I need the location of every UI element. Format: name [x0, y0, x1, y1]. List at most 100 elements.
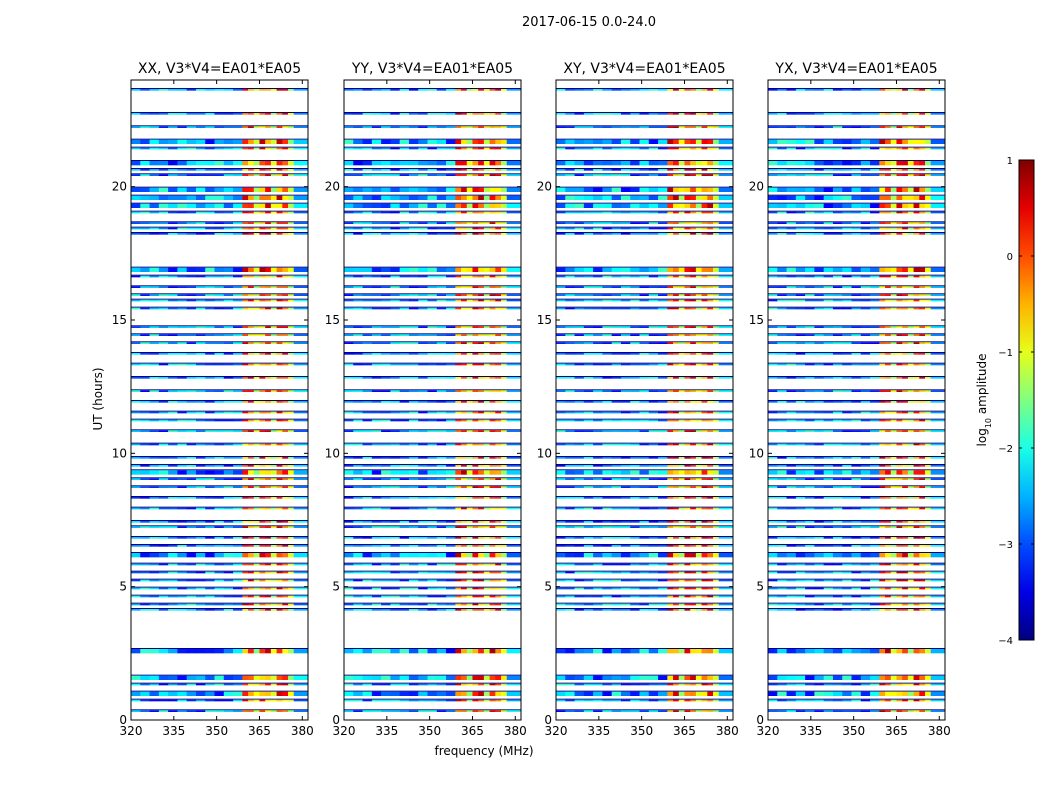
heatmap-cell	[565, 307, 576, 310]
heatmap-cell	[667, 470, 674, 475]
heatmap-cell	[495, 211, 502, 214]
heatmap-cell	[673, 710, 680, 712]
heatmap-cell	[842, 227, 853, 230]
heatmap-cell	[293, 478, 308, 480]
heatmap-cell	[168, 486, 178, 488]
heatmap-cell	[140, 553, 151, 558]
heatmap-cell	[259, 537, 266, 539]
heatmap-cell	[168, 299, 178, 302]
heatmap-cell	[919, 113, 926, 115]
heatmap-cell	[205, 691, 216, 696]
heatmap-cell	[270, 169, 278, 171]
heatmap-cell	[667, 326, 674, 328]
heatmap-cell	[399, 169, 410, 171]
heatmap-cell	[574, 683, 585, 686]
heatmap-cell	[630, 497, 641, 499]
heatmap-cell	[667, 497, 674, 499]
heatmap-cell	[707, 222, 714, 224]
heatmap-cell	[344, 187, 354, 192]
heatmap-cell	[418, 521, 429, 523]
heatmap-cell	[684, 169, 691, 171]
heatmap-cell	[242, 443, 249, 446]
heatmap-cell	[478, 537, 485, 539]
heatmap-cell	[506, 545, 521, 547]
heatmap-cell	[248, 169, 255, 171]
heatmap-cell	[913, 363, 920, 366]
heatmap-cell	[583, 187, 594, 192]
heatmap-cell	[472, 353, 479, 355]
heatmap-cell	[885, 227, 892, 230]
heatmap-cell	[223, 443, 234, 446]
heatmap-cell	[630, 683, 641, 686]
heatmap-cell	[574, 233, 585, 235]
heatmap-cell	[556, 710, 566, 712]
heatmap-cell	[684, 113, 691, 115]
heatmap-cell	[902, 443, 909, 446]
heatmap-cell	[195, 521, 206, 523]
heatmap-cell	[556, 470, 566, 475]
heatmap-cell	[381, 587, 391, 590]
heatmap-cell	[713, 267, 720, 272]
heatmap-cell	[344, 470, 354, 475]
heatmap-cell	[131, 227, 141, 230]
heatmap-cell	[186, 89, 197, 91]
heatmap-cell	[556, 649, 566, 654]
heatmap-cell	[177, 603, 188, 606]
scan-band	[768, 88, 945, 91]
heatmap-cell	[673, 401, 680, 403]
heatmap-cell	[362, 443, 373, 446]
figure-suptitle: 2017-06-15 0.0-24.0	[522, 15, 656, 30]
heatmap-cell	[506, 294, 521, 296]
heatmap-cell	[253, 390, 260, 392]
heatmap-cell	[658, 334, 668, 336]
heatmap-cell	[186, 187, 197, 192]
heatmap-cell	[436, 222, 447, 224]
heatmap-cell	[879, 411, 886, 414]
heatmap-cell	[602, 411, 613, 414]
heatmap-cell	[214, 507, 225, 510]
heatmap-cell	[620, 294, 631, 296]
heatmap-cell	[673, 286, 680, 288]
heatmap-cell	[483, 363, 491, 366]
heatmap-cell	[583, 390, 594, 392]
heatmap-cell	[483, 411, 491, 414]
heatmap-cell	[707, 390, 714, 392]
heatmap-cell	[466, 401, 473, 403]
scan-band	[131, 186, 308, 192]
heatmap-cell	[362, 89, 373, 91]
heatmap-cell	[214, 174, 225, 176]
heatmap-cell	[140, 222, 151, 224]
heatmap-cell	[565, 286, 576, 288]
heatmap-cell	[195, 710, 206, 712]
heatmap-cell	[205, 470, 216, 475]
heatmap-cell	[795, 227, 806, 230]
heatmap-cell	[265, 342, 272, 344]
heatmap-cell	[455, 470, 462, 475]
heatmap-cell	[168, 89, 178, 91]
heatmap-cell	[639, 649, 650, 654]
heatmap-cell	[814, 211, 825, 214]
scan-band	[344, 496, 521, 499]
heatmap-cell	[177, 486, 188, 488]
heatmap-cell	[814, 113, 825, 115]
heatmap-cell	[381, 342, 391, 344]
heatmap-cell	[478, 203, 485, 208]
heatmap-cell	[814, 139, 825, 144]
heatmap-cell	[446, 161, 456, 166]
heatmap-cell	[436, 595, 447, 598]
heatmap-cell	[925, 169, 932, 171]
heatmap-cell	[446, 683, 456, 686]
heatmap-cell	[506, 203, 521, 208]
heatmap-cell	[223, 203, 234, 208]
y-tick-label: 15	[537, 313, 552, 327]
heatmap-cell	[556, 595, 566, 598]
heatmap-cell	[158, 587, 169, 590]
scan-band	[556, 469, 733, 475]
heatmap-cell	[455, 465, 462, 467]
heatmap-cell	[177, 507, 188, 510]
heatmap-cell	[673, 545, 680, 547]
heatmap-cell	[658, 553, 668, 558]
heatmap-cell	[768, 419, 778, 422]
heatmap-cell	[276, 233, 283, 235]
